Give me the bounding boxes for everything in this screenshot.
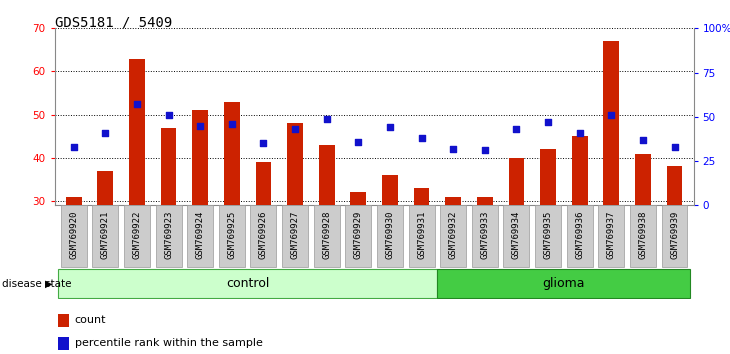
- FancyBboxPatch shape: [472, 205, 498, 267]
- Text: GDS5181 / 5409: GDS5181 / 5409: [55, 16, 172, 30]
- Point: [637, 137, 649, 143]
- Bar: [414, 188, 429, 205]
- Bar: [58, 314, 69, 327]
- Point: [415, 135, 427, 141]
- FancyBboxPatch shape: [661, 205, 688, 267]
- Text: GSM769934: GSM769934: [512, 210, 521, 259]
- Point: [447, 146, 459, 152]
- Point: [542, 119, 554, 125]
- Point: [99, 130, 111, 136]
- Bar: [287, 123, 303, 205]
- Point: [321, 116, 333, 121]
- Bar: [604, 41, 619, 205]
- Point: [605, 112, 617, 118]
- Text: disease state: disease state: [2, 279, 72, 289]
- Bar: [635, 154, 651, 205]
- Text: GSM769937: GSM769937: [607, 210, 616, 259]
- Point: [510, 126, 522, 132]
- Text: ▶: ▶: [45, 279, 53, 289]
- FancyBboxPatch shape: [282, 205, 308, 267]
- Text: GSM769922: GSM769922: [132, 210, 142, 259]
- Point: [669, 144, 680, 150]
- FancyBboxPatch shape: [566, 205, 593, 267]
- FancyBboxPatch shape: [504, 205, 529, 267]
- Bar: [350, 192, 366, 205]
- Bar: [255, 162, 272, 205]
- FancyBboxPatch shape: [61, 205, 87, 267]
- Point: [163, 112, 174, 118]
- Point: [258, 141, 269, 146]
- Point: [289, 126, 301, 132]
- Point: [574, 130, 585, 136]
- Text: count: count: [74, 315, 107, 325]
- Text: GSM769920: GSM769920: [69, 210, 78, 259]
- FancyBboxPatch shape: [314, 205, 339, 267]
- Point: [68, 144, 80, 150]
- FancyBboxPatch shape: [219, 205, 245, 267]
- Text: GSM769931: GSM769931: [417, 210, 426, 259]
- FancyBboxPatch shape: [377, 205, 403, 267]
- FancyBboxPatch shape: [437, 269, 691, 297]
- Text: glioma: glioma: [542, 277, 585, 290]
- Text: GSM769936: GSM769936: [575, 210, 584, 259]
- Point: [479, 148, 491, 153]
- Text: GSM769939: GSM769939: [670, 210, 679, 259]
- FancyBboxPatch shape: [409, 205, 434, 267]
- Bar: [445, 197, 461, 205]
- Bar: [382, 175, 398, 205]
- FancyBboxPatch shape: [124, 205, 150, 267]
- Text: percentile rank within the sample: percentile rank within the sample: [74, 338, 263, 348]
- FancyBboxPatch shape: [345, 205, 372, 267]
- Text: GSM769923: GSM769923: [164, 210, 173, 259]
- Bar: [129, 58, 145, 205]
- Bar: [572, 136, 588, 205]
- Text: GSM769935: GSM769935: [544, 210, 553, 259]
- Text: control: control: [226, 277, 269, 290]
- Point: [353, 139, 364, 144]
- FancyBboxPatch shape: [535, 205, 561, 267]
- Bar: [509, 158, 524, 205]
- FancyBboxPatch shape: [440, 205, 466, 267]
- Text: GSM769929: GSM769929: [354, 210, 363, 259]
- Text: GSM769925: GSM769925: [227, 210, 237, 259]
- Bar: [224, 102, 239, 205]
- Bar: [66, 197, 82, 205]
- Bar: [192, 110, 208, 205]
- Bar: [477, 197, 493, 205]
- FancyBboxPatch shape: [155, 205, 182, 267]
- Bar: [97, 171, 113, 205]
- Bar: [161, 127, 177, 205]
- Text: GSM769930: GSM769930: [385, 210, 394, 259]
- Point: [384, 125, 396, 130]
- FancyBboxPatch shape: [93, 205, 118, 267]
- Point: [226, 121, 238, 127]
- Text: GSM769927: GSM769927: [291, 210, 299, 259]
- Point: [194, 123, 206, 129]
- FancyBboxPatch shape: [58, 269, 437, 297]
- Text: GSM769933: GSM769933: [480, 210, 489, 259]
- Bar: [319, 145, 334, 205]
- FancyBboxPatch shape: [187, 205, 213, 267]
- Text: GSM769928: GSM769928: [322, 210, 331, 259]
- FancyBboxPatch shape: [250, 205, 277, 267]
- Bar: [666, 166, 683, 205]
- Text: GSM769921: GSM769921: [101, 210, 110, 259]
- Point: [131, 102, 143, 107]
- Text: GSM769926: GSM769926: [259, 210, 268, 259]
- Bar: [540, 149, 556, 205]
- FancyBboxPatch shape: [599, 205, 624, 267]
- Text: GSM769924: GSM769924: [196, 210, 204, 259]
- Text: GSM769938: GSM769938: [639, 210, 648, 259]
- Bar: [58, 337, 69, 350]
- Text: GSM769932: GSM769932: [449, 210, 458, 259]
- FancyBboxPatch shape: [630, 205, 656, 267]
